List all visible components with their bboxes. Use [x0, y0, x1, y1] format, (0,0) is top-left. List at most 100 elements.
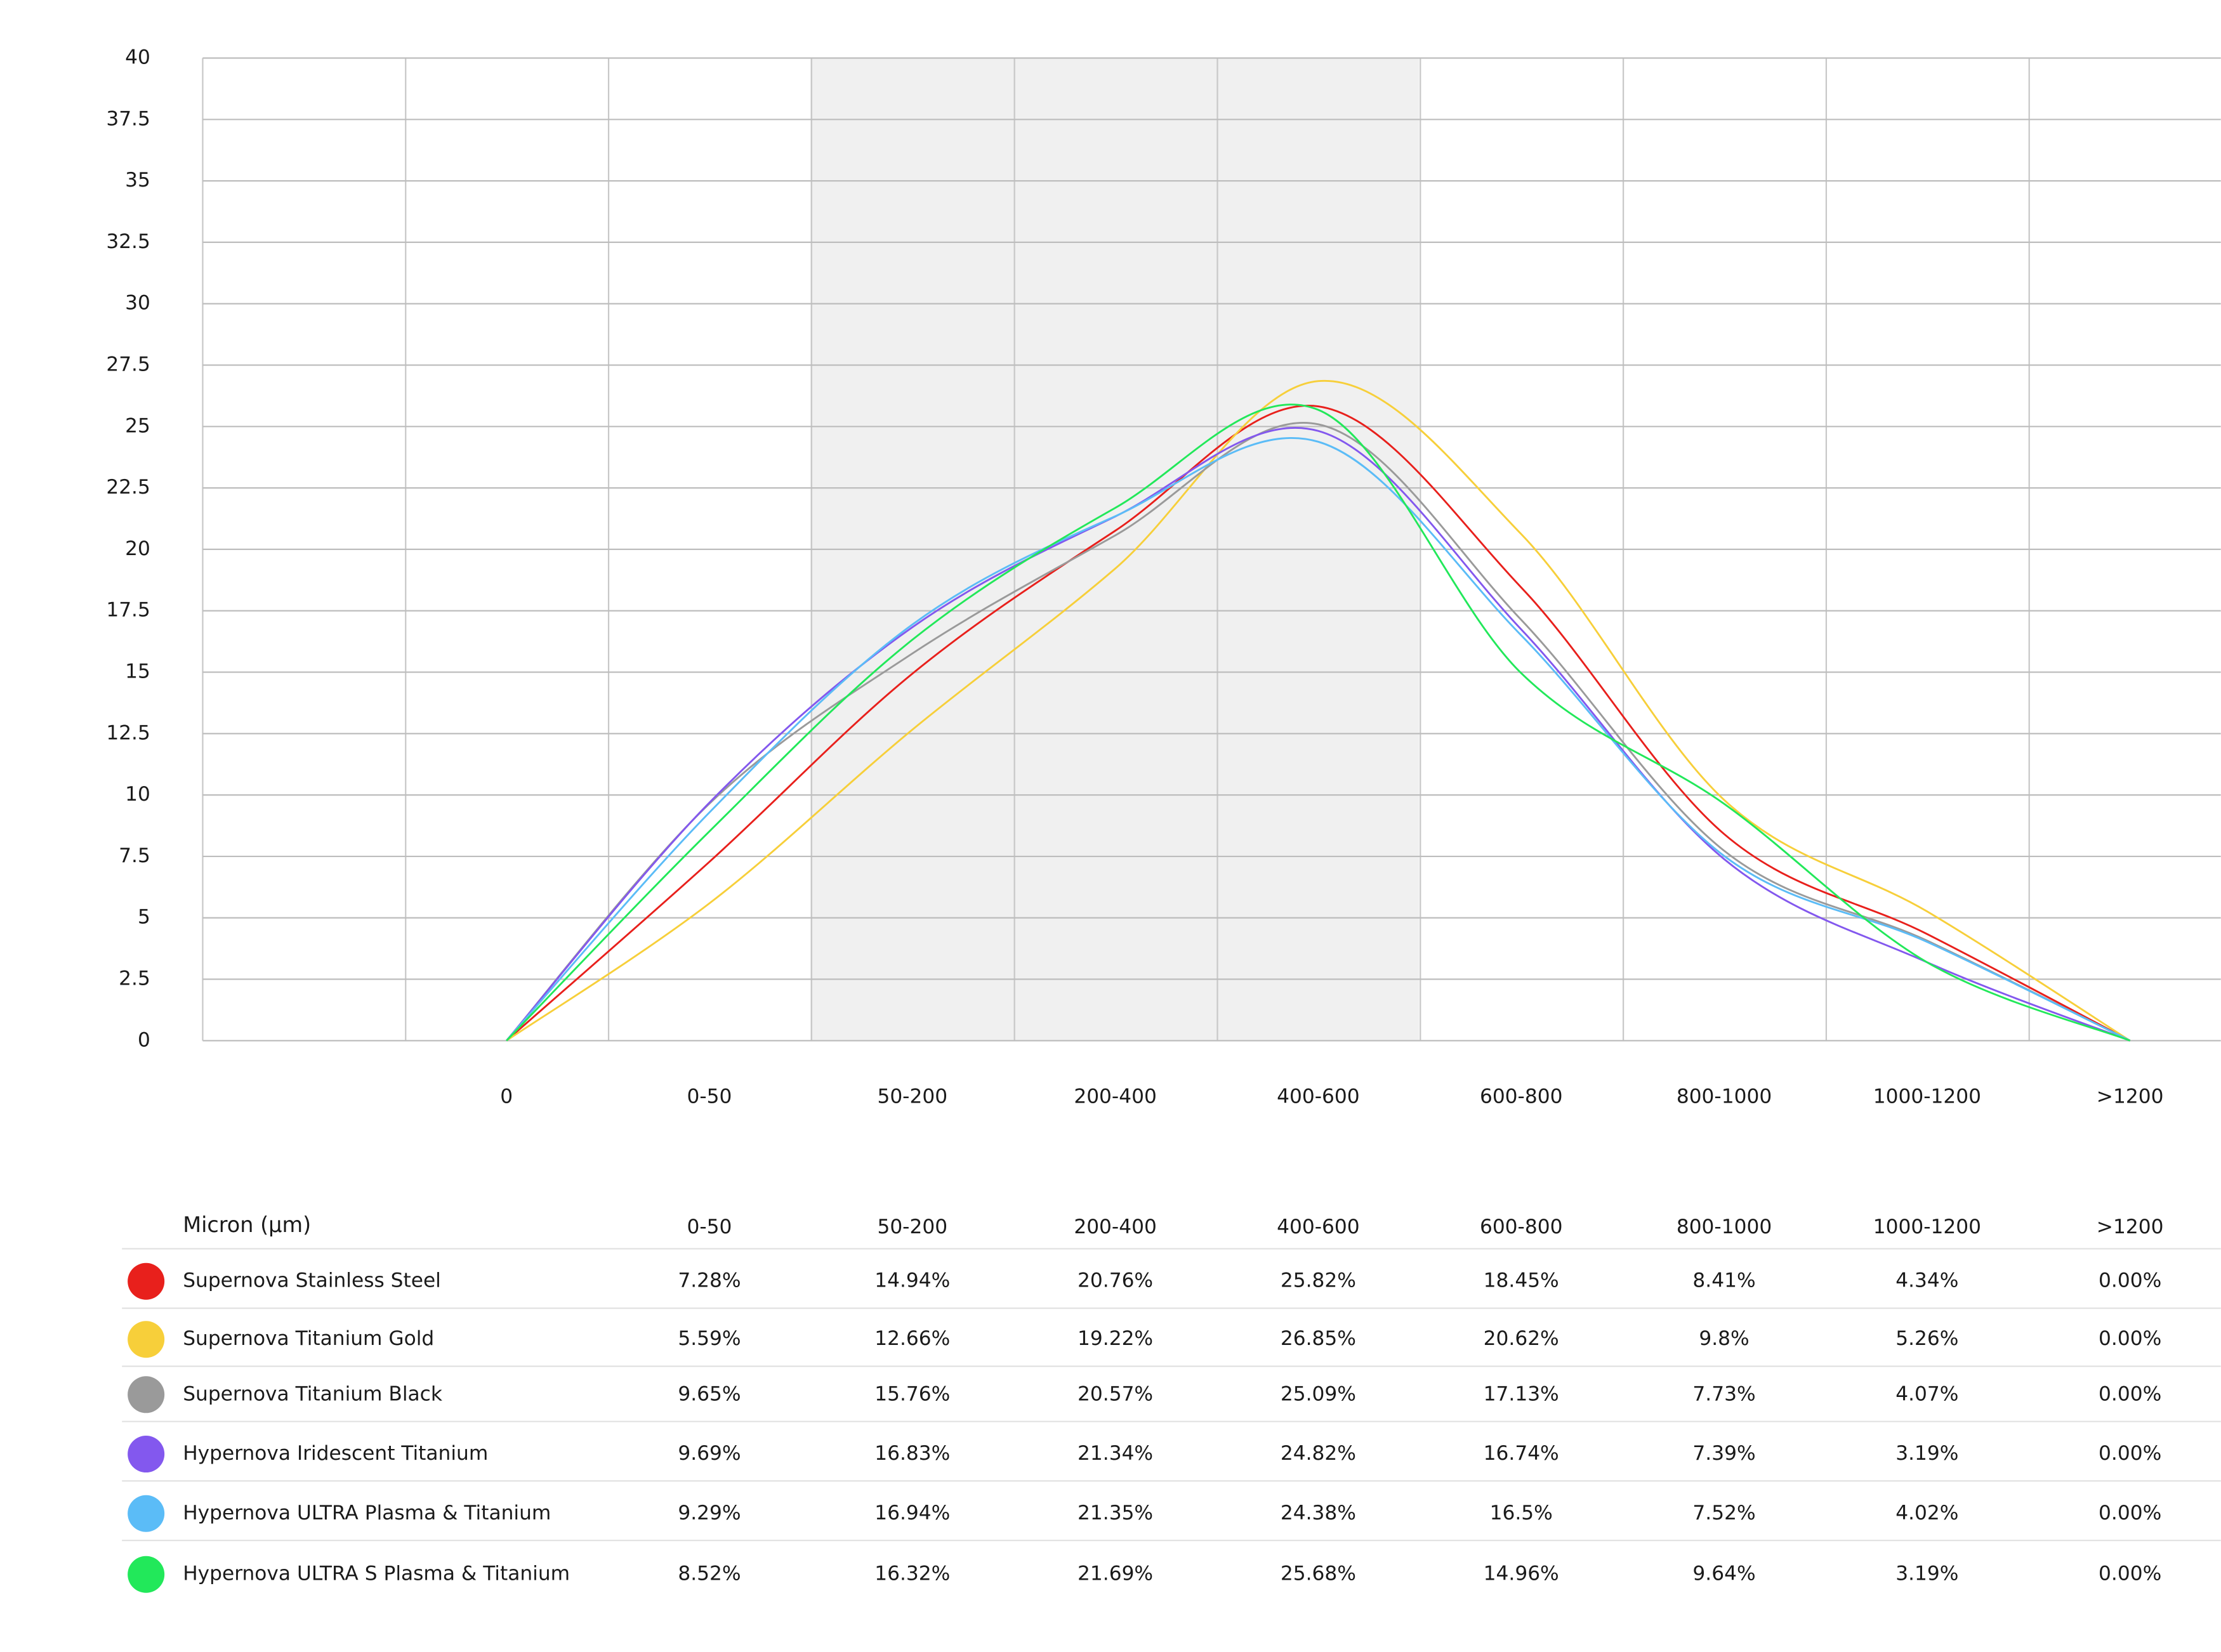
y-tick-label: 40: [125, 46, 150, 69]
table-cell: 25.09%: [1281, 1382, 1356, 1405]
table-cell: 25.82%: [1281, 1269, 1356, 1292]
table-cell: 7.28%: [678, 1269, 741, 1292]
table-cell: 7.52%: [1692, 1502, 1755, 1524]
legend-dot: [128, 1495, 165, 1532]
y-tick-label: 32.5: [106, 230, 150, 253]
series-line: [506, 427, 2131, 1042]
legend-dot: [128, 1436, 165, 1473]
y-tick-label: 27.5: [106, 353, 150, 376]
table-column-header: 200-400: [1074, 1216, 1157, 1238]
legend-label: Hypernova ULTRA Plasma & Titanium: [183, 1502, 551, 1524]
table-cell: 24.38%: [1281, 1502, 1356, 1524]
table-cell: 18.45%: [1484, 1269, 1559, 1292]
legend-label: Supernova Titanium Gold: [183, 1327, 434, 1350]
legend-dot: [128, 1556, 165, 1593]
table-cell: 8.41%: [1692, 1269, 1755, 1292]
table-cell: 21.69%: [1078, 1563, 1153, 1585]
x-tick-label: 200-400: [1074, 1085, 1157, 1108]
table-cell: 4.34%: [1895, 1269, 1958, 1292]
table-header: Micron (μm): [183, 1212, 311, 1237]
legend-label: Hypernova ULTRA S Plasma & Titanium: [183, 1563, 570, 1585]
y-tick-label: 15: [125, 660, 150, 683]
table-cell: 0.00%: [2099, 1563, 2161, 1585]
table-cell: 4.07%: [1895, 1382, 1958, 1405]
table-cell: 20.57%: [1078, 1382, 1153, 1405]
table-cell: 3.19%: [1895, 1563, 1958, 1585]
table-cell: 16.83%: [874, 1442, 950, 1465]
table-cell: 19.22%: [1078, 1327, 1153, 1350]
table-cell: 14.96%: [1484, 1563, 1559, 1585]
x-tick-label: 600-800: [1480, 1085, 1563, 1108]
table-cell: 0.00%: [2099, 1327, 2161, 1350]
table-cell: 21.34%: [1078, 1442, 1153, 1465]
legend-dot: [128, 1376, 165, 1413]
legend-dot: [128, 1262, 165, 1300]
y-tick-label: 35: [125, 169, 150, 192]
y-tick-label: 7.5: [119, 844, 150, 867]
series-line: [506, 422, 2131, 1042]
x-tick-label: 1000-1200: [1873, 1085, 1981, 1108]
table-cell: 16.5%: [1490, 1502, 1553, 1524]
table-cell: 15.76%: [874, 1382, 950, 1405]
table-cell: 26.85%: [1281, 1327, 1356, 1350]
table-cell: 25.68%: [1281, 1563, 1356, 1585]
table-cell: 20.76%: [1078, 1269, 1153, 1292]
x-tick-label: 400-600: [1277, 1085, 1360, 1108]
table-cell: 21.35%: [1078, 1502, 1153, 1524]
table-cell: 8.52%: [678, 1563, 741, 1585]
table-cell: 0.00%: [2099, 1382, 2161, 1405]
y-tick-label: 17.5: [106, 599, 150, 622]
table-column-header: 400-600: [1277, 1216, 1360, 1238]
y-tick-label: 2.5: [119, 967, 150, 990]
table-cell: 9.8%: [1699, 1327, 1749, 1350]
table-cell: 16.74%: [1484, 1442, 1559, 1465]
legend-label: Hypernova Iridescent Titanium: [183, 1442, 488, 1465]
y-tick-label: 12.5: [106, 721, 150, 744]
table-cell: 20.62%: [1484, 1327, 1559, 1350]
y-tick-label: 37.5: [106, 107, 150, 130]
table-column-header: 800-1000: [1677, 1216, 1772, 1238]
legend-label: Supernova Stainless Steel: [183, 1269, 441, 1292]
table-cell: 9.64%: [1692, 1563, 1755, 1585]
legend-dot: [128, 1321, 165, 1358]
series-line: [506, 403, 2131, 1042]
table-cell: 17.13%: [1484, 1382, 1559, 1405]
x-tick-label: 50-200: [877, 1085, 947, 1108]
series-line: [506, 437, 2131, 1042]
table-cell: 14.94%: [874, 1269, 950, 1292]
table-cell: 0.00%: [2099, 1502, 2161, 1524]
table-column-header: 0-50: [687, 1216, 732, 1238]
legend-label: Supernova Titanium Black: [183, 1382, 442, 1405]
table-cell: 7.73%: [1692, 1382, 1755, 1405]
table-column-header: 1000-1200: [1873, 1216, 1981, 1238]
series-line: [506, 379, 2131, 1042]
series-line: [506, 405, 2131, 1042]
y-tick-label: 10: [125, 783, 150, 806]
y-tick-label: 25: [125, 414, 150, 437]
table-cell: 5.26%: [1895, 1327, 1958, 1350]
y-tick-label: 22.5: [106, 476, 150, 499]
table-cell: 9.65%: [678, 1382, 741, 1405]
x-tick-label: 0-50: [687, 1085, 732, 1108]
table-cell: 3.19%: [1895, 1442, 1958, 1465]
table-column-header: 600-800: [1480, 1216, 1563, 1238]
table-cell: 7.39%: [1692, 1442, 1755, 1465]
x-tick-label: 800-1000: [1677, 1085, 1772, 1108]
table-cell: 4.02%: [1895, 1502, 1958, 1524]
table-column-header: 50-200: [877, 1216, 947, 1238]
table-cell: 9.69%: [678, 1442, 741, 1465]
table-cell: 0.00%: [2099, 1442, 2161, 1465]
table-cell: 24.82%: [1281, 1442, 1356, 1465]
y-tick-label: 5: [138, 906, 150, 929]
table-cell: 9.29%: [678, 1502, 741, 1524]
y-tick-label: 0: [138, 1028, 150, 1051]
x-tick-label: 0: [500, 1085, 513, 1108]
table-cell: 16.94%: [874, 1502, 950, 1524]
x-tick-label: >1200: [2097, 1085, 2164, 1108]
y-tick-label: 30: [125, 292, 150, 315]
table-cell: 12.66%: [874, 1327, 950, 1350]
table-cell: 5.59%: [678, 1327, 741, 1350]
table-cell: 0.00%: [2099, 1269, 2161, 1292]
table-column-header: >1200: [2097, 1216, 2164, 1238]
